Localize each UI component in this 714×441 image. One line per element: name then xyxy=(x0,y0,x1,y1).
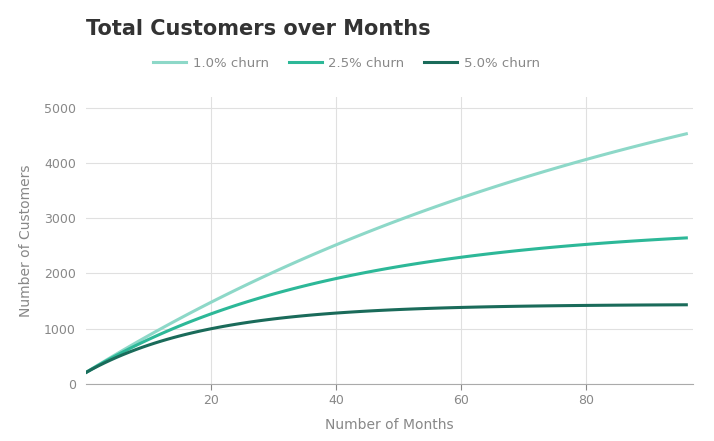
2.5% churn xyxy=(544,245,553,250)
2.5% churn xyxy=(238,301,246,306)
Legend: 1.0% churn, 2.5% churn, 5.0% churn: 1.0% churn, 2.5% churn, 5.0% churn xyxy=(148,52,545,75)
1.0% churn xyxy=(81,370,90,375)
X-axis label: Number of Months: Number of Months xyxy=(325,418,453,432)
Line: 2.5% churn: 2.5% churn xyxy=(86,238,686,373)
Y-axis label: Number of Customers: Number of Customers xyxy=(19,164,33,317)
1.0% churn xyxy=(682,131,690,136)
2.5% churn xyxy=(426,259,434,264)
5.0% churn xyxy=(100,360,109,366)
1.0% churn xyxy=(100,359,109,364)
1.0% churn xyxy=(544,168,553,173)
2.5% churn xyxy=(682,235,690,240)
5.0% churn xyxy=(382,307,391,313)
Text: Total Customers over Months: Total Customers over Months xyxy=(86,19,431,38)
Line: 1.0% churn: 1.0% churn xyxy=(86,134,686,373)
2.5% churn xyxy=(81,370,90,375)
5.0% churn xyxy=(426,306,434,311)
5.0% churn xyxy=(544,303,553,308)
5.0% churn xyxy=(125,349,134,355)
5.0% churn xyxy=(81,370,90,375)
5.0% churn xyxy=(682,302,690,307)
1.0% churn xyxy=(125,344,134,349)
2.5% churn xyxy=(382,266,391,271)
2.5% churn xyxy=(125,346,134,351)
5.0% churn xyxy=(238,321,246,326)
Line: 5.0% churn: 5.0% churn xyxy=(86,305,686,373)
1.0% churn xyxy=(382,222,391,228)
1.0% churn xyxy=(238,284,246,290)
2.5% churn xyxy=(100,359,109,364)
1.0% churn xyxy=(426,206,434,211)
